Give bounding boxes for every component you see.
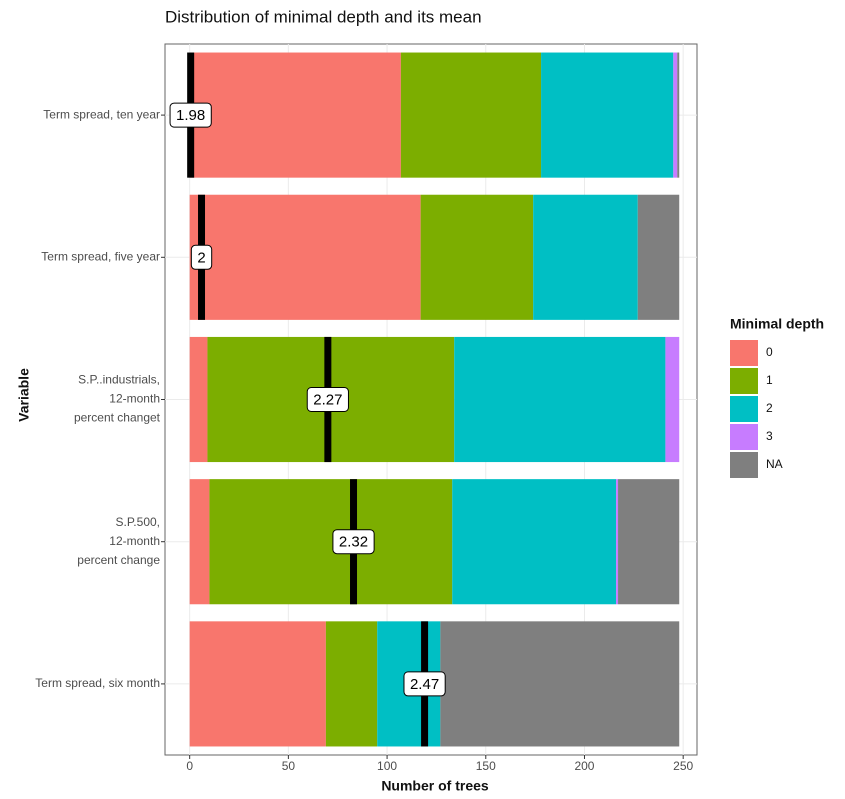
bar-segment bbox=[325, 621, 378, 747]
bar-segment bbox=[209, 479, 453, 605]
legend-label: 3 bbox=[766, 429, 773, 443]
bar-segment bbox=[189, 479, 210, 605]
x-tick-label: 200 bbox=[574, 759, 594, 773]
x-tick-label: 100 bbox=[377, 759, 397, 773]
mean-label: 1.98 bbox=[176, 107, 205, 124]
legend-key bbox=[730, 340, 758, 366]
y-tick-label: percent changet bbox=[74, 411, 161, 425]
bar-segment bbox=[400, 52, 542, 178]
bar-segment bbox=[189, 621, 326, 747]
x-tick-label: 50 bbox=[282, 759, 296, 773]
mean-label-box bbox=[306, 387, 349, 412]
mean-label-box bbox=[332, 529, 375, 555]
x-tick-label: 0 bbox=[186, 759, 193, 773]
legend-key bbox=[730, 424, 758, 450]
y-tick-label: S.P.500, bbox=[116, 515, 160, 529]
mean-label-box bbox=[169, 102, 212, 128]
bar-segment bbox=[637, 194, 680, 320]
chart-title: Distribution of minimal depth and its me… bbox=[165, 7, 482, 26]
y-tick-label: S.P..industrials, bbox=[78, 373, 160, 387]
x-tick-label: 150 bbox=[476, 759, 496, 773]
legend-label: NA bbox=[766, 457, 783, 471]
legend-label: 1 bbox=[766, 373, 773, 387]
bar-segment bbox=[677, 52, 680, 178]
x-axis-title: Number of trees bbox=[381, 778, 489, 794]
mean-label: 2 bbox=[197, 249, 205, 266]
bar-segment bbox=[616, 479, 619, 605]
mean-label-box bbox=[190, 244, 213, 270]
mean-label: 2.47 bbox=[410, 676, 439, 693]
legend-label: 0 bbox=[766, 345, 773, 359]
legend-key bbox=[730, 368, 758, 394]
bar-segment bbox=[420, 194, 534, 320]
y-axis-title: Variable bbox=[16, 368, 32, 422]
y-tick-label: 12-month bbox=[109, 534, 160, 548]
legend-key bbox=[730, 396, 758, 422]
y-tick-label: Term spread, six month bbox=[35, 676, 160, 690]
mean-label-box bbox=[403, 671, 446, 697]
bar-segment bbox=[541, 52, 674, 178]
y-tick-label: percent change bbox=[77, 553, 160, 567]
bar-segment bbox=[440, 621, 680, 747]
bar-segment bbox=[189, 194, 421, 320]
bar-segment bbox=[673, 52, 678, 178]
legend-label: 2 bbox=[766, 401, 773, 415]
bar-segment bbox=[533, 194, 638, 320]
mean-label: 2.32 bbox=[339, 534, 368, 551]
y-tick-label: Term spread, ten year bbox=[43, 107, 160, 121]
bar-segment bbox=[454, 336, 666, 463]
mean-label: 2.27 bbox=[313, 391, 342, 408]
legend-key bbox=[730, 452, 758, 478]
y-tick-label: Term spread, five year bbox=[41, 249, 160, 263]
bar-segment bbox=[618, 479, 680, 605]
bar-segment bbox=[189, 52, 401, 178]
bar-segment bbox=[665, 336, 680, 463]
y-tick-label: 12-month bbox=[109, 392, 160, 406]
bar-segment bbox=[452, 479, 617, 605]
legend-title: Minimal depth bbox=[730, 316, 824, 332]
bar-segment bbox=[189, 336, 208, 463]
x-tick-label: 250 bbox=[673, 759, 693, 773]
